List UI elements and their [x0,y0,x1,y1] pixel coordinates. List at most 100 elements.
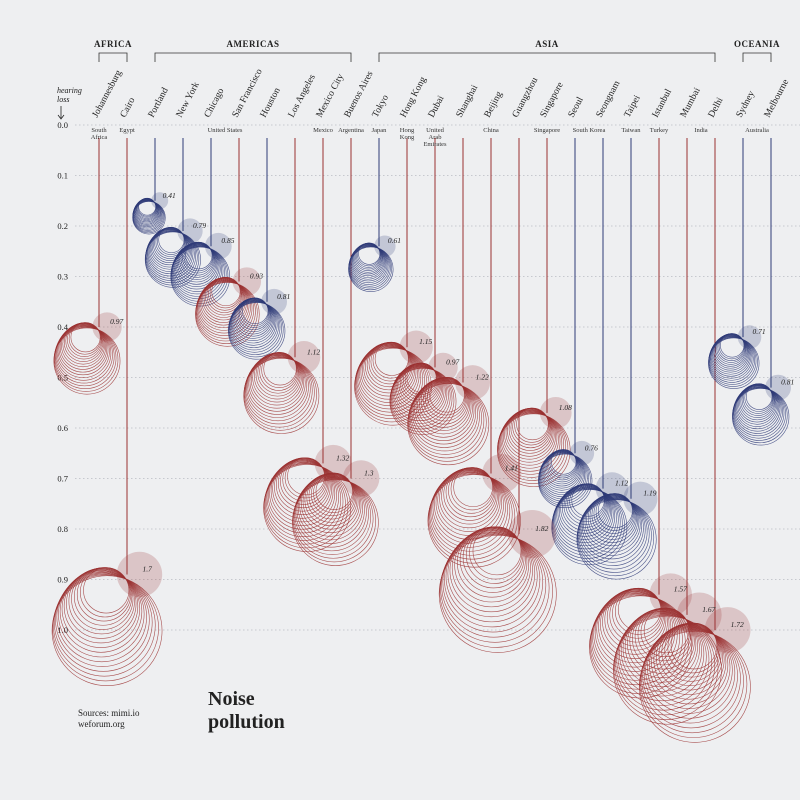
y-tick-label: 0.1 [57,171,68,181]
spiral-ring [360,343,417,400]
bubble [482,453,522,493]
spiral-ring [301,474,360,534]
source: weforum.org [78,719,125,729]
spiral-ring [710,335,751,375]
spiral-ring [348,246,394,292]
spiral-ring [587,493,637,543]
value-label: 1.32 [336,453,349,462]
spiral-ring [357,345,422,410]
spiral-ring [391,365,448,422]
spiral-ring [598,590,672,664]
spiral-ring [454,527,529,603]
spiral-ring [355,346,425,416]
title: Noise [208,688,255,710]
spiral-ring [295,476,367,548]
spiral-ring [647,625,731,709]
y-tick-label: 0.9 [57,575,68,585]
spiral-ring [395,364,442,411]
spiral-ring [228,302,286,360]
spiral-ring [52,574,159,682]
spiral-ring [639,630,748,738]
spiral-ring [304,473,358,527]
city-label: Mexico City [315,72,346,119]
spiral-ring [53,573,156,677]
spiral-ring [232,299,275,342]
spiral-ring [174,243,219,288]
value-label: 1.15 [419,337,432,346]
spirals [51,138,790,743]
bubble [649,573,692,616]
value-label: 0.93 [250,272,263,281]
spiral-ring [397,363,441,408]
spiral-ring [390,367,453,430]
spiral-ring [63,569,139,644]
spiral-ring [56,324,110,378]
spiral-ring [61,323,105,368]
spiral-ring [444,531,541,628]
city-label: Los Angeles [287,73,318,120]
value-label: 1.72 [731,620,744,629]
spiral-ring [578,497,648,566]
spiral-ring [441,532,547,638]
region-label: ASIA [535,39,559,49]
spiral-ring [147,229,193,275]
value-label: 1.3 [364,469,374,478]
spiral-ring [653,623,725,695]
spiral-ring [443,467,497,521]
spiral-ring [557,485,613,540]
bubble [232,267,262,296]
spiral-ring [541,451,583,493]
spiral-ring [244,356,315,428]
spiral-ring [173,243,220,290]
spiral-ring [604,588,667,651]
bubble [261,288,288,315]
spiral-ring [441,468,498,525]
spiral-ring [418,377,469,428]
y-tick-label: 1.0 [57,625,68,635]
spiral-ring [230,299,277,346]
spiral-ring [68,568,135,635]
city-label: Guangzhou [511,76,541,120]
spiral-ring [252,353,302,403]
spiral-ring [253,352,301,400]
city-label: Dubai [427,94,447,120]
spiral-ring [53,327,121,395]
spiral-ring [228,301,281,353]
spiral-ring [229,300,278,348]
spiral-ring [389,368,457,435]
spiral-ring [579,496,646,563]
city-label: Shanghai [455,83,481,119]
spiral-ring [499,411,561,472]
spiral-ring [411,379,477,445]
spiral-ring [592,592,681,681]
spiral-ring [645,626,733,714]
spiral-ring [361,343,415,397]
spiral-ring [439,534,553,648]
spiral-ring [627,608,697,679]
region-label: OCEANIA [734,39,780,49]
y-tick-label: 0.8 [57,524,68,534]
spiral-ring [736,385,779,427]
spiral-ring [445,530,538,623]
value-label: 0.81 [781,378,794,387]
spiral-ring [737,384,778,425]
city-label: Hong Kong [399,75,429,119]
spiral-ring [583,495,641,553]
spiral-ring [66,568,137,639]
spiral-ring [658,623,722,686]
spiral-ring [351,244,385,278]
value-label: 1.57 [674,585,687,594]
spiral-ring [146,230,195,279]
spiral-ring [62,323,104,365]
city-label: Sydney [735,89,757,119]
spiral-ring [459,526,526,593]
y-axis-arrowhead [57,114,65,120]
spiral-ring [642,627,738,724]
spiral-ring [132,201,166,235]
country-label: India [694,127,708,134]
spiral-ring [59,323,106,370]
spiral-ring [245,355,311,422]
spiral-ring [617,612,707,702]
spiral-ring [497,413,571,487]
spiral-ring [456,527,528,598]
